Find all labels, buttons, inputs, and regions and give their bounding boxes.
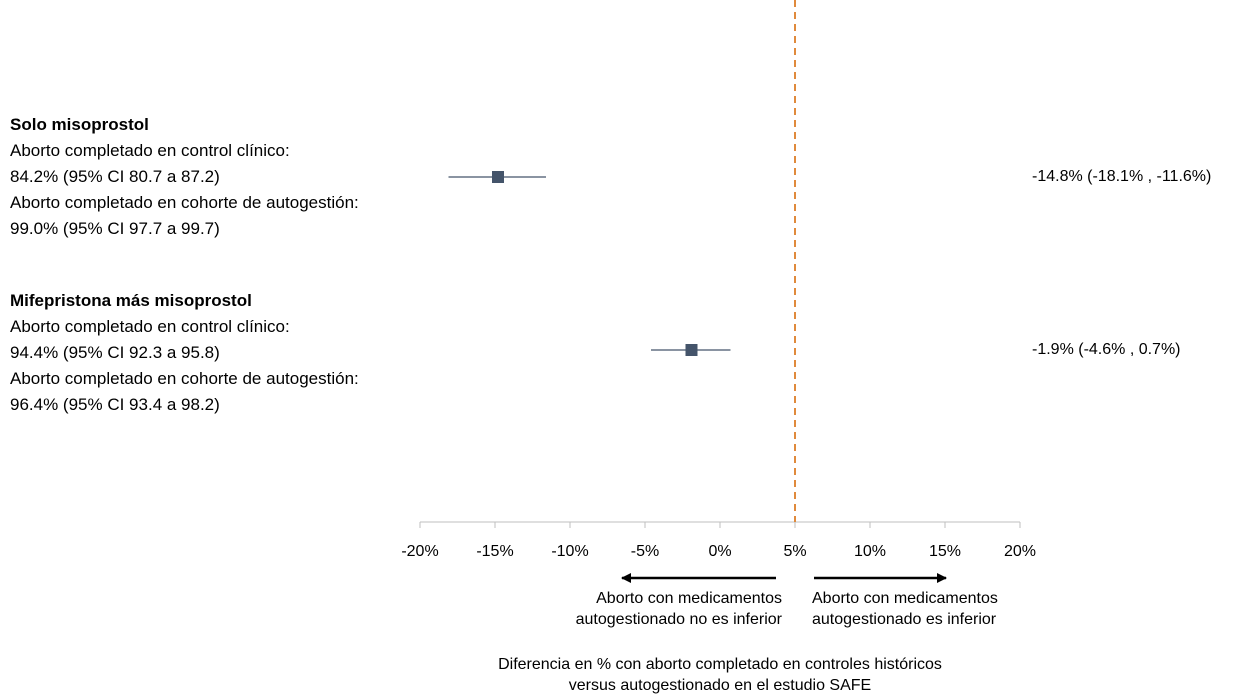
- x-tick-label: -10%: [551, 543, 588, 560]
- group-2-line-1: Aborto completado en control clínico:: [10, 317, 290, 336]
- group-2-heading: Mifepristona más misoprostol: [10, 291, 252, 310]
- group-2-line-4: 96.4% (95% CI 93.4 a 98.2): [10, 395, 220, 414]
- left-direction-note: Aborto con medicamentos autogestionado n…: [520, 588, 782, 630]
- right-note-line-2: autogestionado es inferior: [812, 611, 997, 628]
- estimate-marks-layer: [448, 171, 731, 356]
- group-2-label-block: Mifepristona más misoprostol Aborto comp…: [10, 288, 450, 418]
- group-1-heading: Solo misoprostol: [10, 115, 149, 134]
- group-2-line-3: Aborto completado en cohorte de autogest…: [10, 369, 359, 388]
- right-note-line-1: Aborto con medicamentos: [812, 590, 998, 607]
- x-tick-label: -20%: [401, 543, 438, 560]
- group-1-line-3: Aborto completado en cohorte de autogest…: [10, 193, 359, 212]
- group-2-line-2: 94.4% (95% CI 92.3 a 95.8): [10, 343, 220, 362]
- group-1-label-block: Solo misoprostol Aborto completado en co…: [10, 112, 450, 242]
- group-1-line-2: 84.2% (95% CI 80.7 a 87.2): [10, 167, 220, 186]
- x-axis-title-line-2: versus autogestionado en el estudio SAFE: [568, 677, 872, 694]
- right-direction-note: Aborto con medicamentos autogestionado e…: [812, 588, 998, 630]
- x-tick-label: -5%: [631, 543, 659, 560]
- group-1-line-4: 99.0% (95% CI 97.7 a 99.7): [10, 219, 220, 238]
- x-tick-label: 20%: [1004, 543, 1036, 560]
- left-note-line-2: autogestionado no es inferior: [575, 611, 782, 628]
- point-estimate-marker: [685, 344, 698, 356]
- x-tick-label: 0%: [708, 543, 731, 560]
- group-1-line-1: Aborto completado en control clínico:: [10, 141, 290, 160]
- x-tick-label: -15%: [476, 543, 513, 560]
- x-tick-label: 10%: [854, 543, 886, 560]
- x-axis-title-line-1: Diferencia en % con aborto completado en…: [498, 656, 942, 673]
- point-estimate-marker: [492, 171, 504, 183]
- x-axis: -20% -15% -10% -5% 0% 5% 10% 15% 20%: [401, 521, 1036, 560]
- x-axis-title: Diferencia en % con aborto completado en…: [420, 654, 1020, 696]
- group-1-effect-label: -14.8% (-18.1% , -11.6%): [1032, 168, 1212, 185]
- x-tick-label: 15%: [929, 543, 961, 560]
- x-tick-label: 5%: [783, 543, 806, 560]
- group-2-effect-label: -1.9% (-4.6% , 0.7%): [1032, 341, 1181, 358]
- left-note-line-1: Aborto con medicamentos: [596, 590, 782, 607]
